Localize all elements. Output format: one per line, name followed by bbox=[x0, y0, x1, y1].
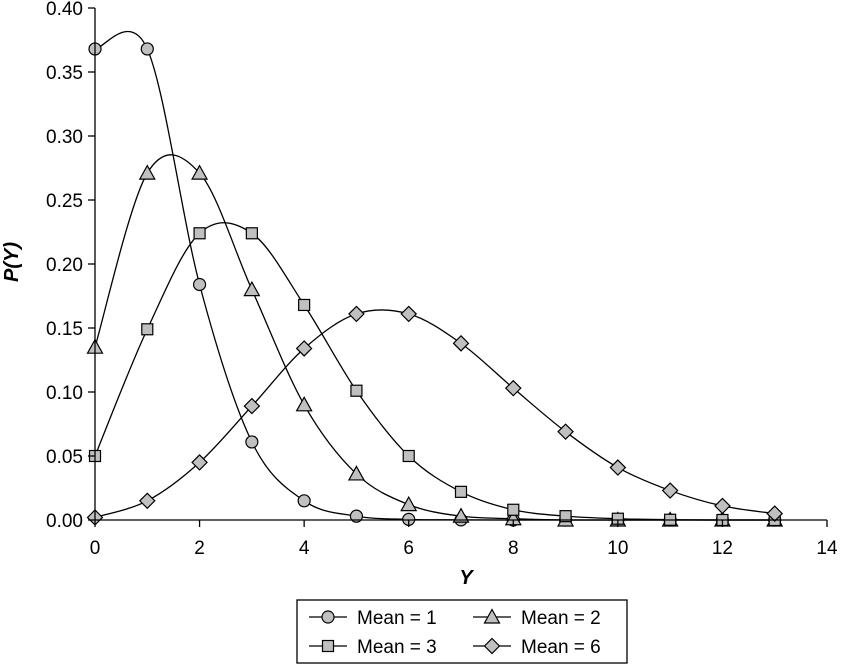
diamond-marker-point bbox=[348, 305, 365, 323]
square-marker-point bbox=[454, 485, 468, 498]
diamond-marker-point bbox=[661, 482, 679, 499]
legend-label: Mean = 1 bbox=[357, 608, 437, 629]
diamond-marker-point bbox=[191, 454, 208, 471]
legend-item: Mean = 2 bbox=[473, 608, 601, 629]
diamond-marker-point bbox=[504, 379, 522, 397]
x-tick-label: 0 bbox=[90, 538, 101, 559]
diamond-marker-point bbox=[295, 340, 313, 357]
series-curves bbox=[94, 31, 775, 521]
circle-marker-point bbox=[349, 509, 364, 523]
triangle-marker-point bbox=[295, 396, 313, 412]
y-tick-label: 0.40 bbox=[46, 0, 83, 20]
y-tick-label: 0.10 bbox=[46, 383, 83, 404]
x-tick-label: 6 bbox=[403, 538, 414, 559]
x-tick-label: 4 bbox=[299, 538, 310, 559]
triangle-marker-point bbox=[138, 164, 156, 180]
diamond-marker-point bbox=[766, 505, 784, 522]
triangle-marker-point bbox=[400, 495, 418, 512]
legend-label: Mean = 3 bbox=[357, 637, 437, 658]
square-marker-point bbox=[507, 503, 520, 516]
y-tick-label: 0.20 bbox=[46, 255, 83, 276]
legend-circle-marker bbox=[321, 610, 335, 624]
legend-box bbox=[296, 599, 628, 664]
y-axis-title: P(Y) bbox=[1, 242, 23, 282]
curve-circle bbox=[94, 31, 775, 521]
axes: 0.00 0.05 0.10 0.15 0.20 0.25 0.30 0.35 0.40 0 2 4 6… bbox=[46, 0, 838, 559]
legend-square-marker bbox=[321, 639, 335, 653]
diamond-marker-point bbox=[243, 397, 261, 415]
x-tick-label: 8 bbox=[508, 538, 519, 559]
diamond-marker-point bbox=[609, 459, 627, 476]
legend: Mean = 1 Mean = 2 Mean = 3 Mean = 6 bbox=[296, 599, 628, 664]
triangle-marker-point bbox=[347, 465, 365, 481]
x-tick-label: 10 bbox=[607, 538, 628, 559]
circle-marker-point bbox=[245, 435, 259, 449]
square-marker-point bbox=[141, 323, 154, 336]
square-marker-point bbox=[402, 449, 415, 463]
x-axis-title: Y bbox=[459, 567, 474, 589]
legend-label: Mean = 2 bbox=[521, 608, 601, 629]
circle-marker-point bbox=[140, 42, 154, 56]
y-tick-label: 0.25 bbox=[46, 191, 83, 212]
x-tick-label: 2 bbox=[194, 538, 205, 559]
diamond-marker-point bbox=[714, 497, 731, 515]
y-tick-label: 0.05 bbox=[46, 447, 83, 468]
diamond-marker-point bbox=[452, 335, 470, 352]
y-tick-label: 0.15 bbox=[46, 319, 83, 340]
square-marker-point bbox=[193, 227, 206, 240]
triangle-marker-point bbox=[191, 164, 209, 180]
circle-marker-point bbox=[192, 277, 207, 292]
diamond-marker-point bbox=[557, 423, 574, 441]
legend-item: Mean = 6 bbox=[473, 637, 601, 658]
y-tick-label: 0.30 bbox=[46, 127, 83, 148]
circle-marker-point bbox=[297, 494, 311, 508]
series-markers bbox=[86, 42, 784, 527]
y-tick-label: 0.00 bbox=[46, 511, 83, 532]
legend-item: Mean = 1 bbox=[309, 608, 437, 629]
y-tick-label: 0.35 bbox=[46, 63, 83, 84]
x-tick-label: 12 bbox=[712, 538, 733, 559]
diamond-marker-point bbox=[138, 492, 156, 510]
triangle-marker-point bbox=[452, 507, 470, 523]
square-marker-point bbox=[245, 227, 258, 240]
x-tick-label: 14 bbox=[816, 538, 838, 559]
square-marker-point bbox=[298, 298, 311, 312]
legend-item: Mean = 3 bbox=[309, 637, 437, 658]
curve-square bbox=[94, 222, 775, 521]
triangle-marker-point bbox=[243, 280, 261, 297]
legend-diamond-marker bbox=[483, 637, 501, 655]
square-marker-point bbox=[559, 510, 572, 523]
diamond-marker-point bbox=[400, 305, 418, 323]
legend-triangle-marker bbox=[483, 608, 501, 624]
square-marker-point bbox=[350, 384, 363, 397]
legend-label: Mean = 6 bbox=[521, 637, 601, 658]
